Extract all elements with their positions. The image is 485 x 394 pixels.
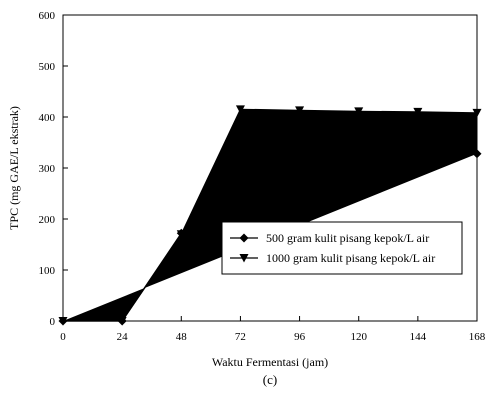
y-tick-label: 200 <box>39 214 56 226</box>
data-point <box>472 108 482 118</box>
y-tick-label: 0 <box>50 316 56 328</box>
y-tick-label: 400 <box>39 112 56 124</box>
data-point <box>235 147 245 157</box>
filled-area <box>63 109 477 321</box>
x-tick-label: 72 <box>235 331 246 343</box>
y-tick-label: 100 <box>39 265 56 277</box>
x-tick-label: 24 <box>117 331 129 343</box>
x-tick-label: 48 <box>176 331 188 343</box>
data-point <box>354 148 364 158</box>
x-axis-title: Waktu Fermentasi (jam) <box>212 355 328 369</box>
data-point <box>295 106 305 115</box>
figure-caption: (c) <box>263 372 277 387</box>
data-point <box>472 149 482 159</box>
x-tick-label: 120 <box>350 331 367 343</box>
data-point <box>58 317 68 326</box>
legend-marker <box>239 233 249 243</box>
data-point <box>413 107 423 117</box>
y-tick-label: 600 <box>39 10 56 22</box>
x-tick-label: 0 <box>60 331 66 343</box>
data-point <box>295 147 305 157</box>
data-point <box>354 107 364 116</box>
legend-label: 1000 gram kulit pisang kepok/L air <box>266 251 435 265</box>
series-line <box>63 108 478 322</box>
y-axis-title: TPC (mg GAE/L ekstrak) <box>7 106 21 230</box>
legend-label: 500 gram kulit pisang kepok/L air <box>266 231 429 245</box>
x-tick-label: 144 <box>410 331 427 343</box>
y-tick-label: 500 <box>39 61 56 73</box>
series-2 <box>58 105 482 326</box>
data-point <box>176 230 186 239</box>
x-tick-label: 168 <box>469 331 485 343</box>
data-point <box>413 148 423 158</box>
legend-box <box>221 221 463 275</box>
legend: 500 gram kulit pisang kepok/L air 1000 gr… <box>221 221 463 275</box>
data-point <box>235 105 245 114</box>
axis-ticks: 0 100 200 300 400 500 600 0 24 48 72 96 120 144 168 <box>39 10 485 343</box>
data-point <box>117 317 127 326</box>
x-tick-label: 96 <box>294 331 306 343</box>
legend-marker <box>239 254 249 263</box>
chart-fill-region <box>63 109 477 321</box>
y-tick-label: 300 <box>39 163 56 175</box>
series-group <box>58 105 482 326</box>
